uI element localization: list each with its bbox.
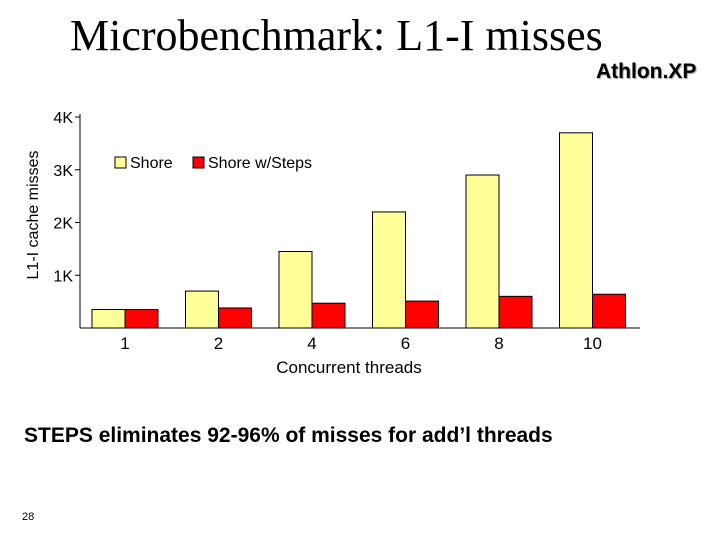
bar-shore-10 (559, 132, 593, 329)
slide-caption: STEPS eliminates 92-96% of misses for ad… (24, 424, 553, 447)
y-axis-label: L1-I cache misses (25, 151, 42, 280)
bar-shore-8 (465, 174, 500, 329)
bar-shore-steps-8 (498, 295, 533, 329)
x-tick-label: 6 (401, 334, 410, 353)
legend-label-shore: Shore (130, 155, 173, 172)
slide-number: 28 (22, 511, 35, 523)
bar-shore-steps-1 (124, 309, 159, 329)
x-tick-label: 8 (494, 334, 503, 353)
x-tick-label: 1 (120, 334, 129, 353)
bar-shore-steps-6 (405, 300, 439, 329)
chart-axes (79, 114, 640, 329)
bar-shore-2 (185, 290, 219, 329)
bar-shore-6 (372, 211, 406, 329)
chart-legend: Shore Shore w/Steps (114, 155, 312, 172)
y-tick-label: 2K (53, 216, 73, 233)
y-tick-label: 1K (53, 268, 73, 285)
chart-ticks: 1K 2K 3K 4K 1 2 4 6 8 10 (53, 110, 602, 353)
slide-subtitle: Athlon.XP (596, 60, 697, 83)
chart-bars (91, 132, 626, 329)
bar-shore-4 (278, 251, 313, 329)
x-axis-label: Concurrent threads (276, 358, 422, 377)
bar-shore-steps-2 (218, 307, 252, 329)
legend-swatch-shore (114, 156, 127, 169)
x-tick-label: 4 (307, 334, 316, 353)
y-tick-label: 4K (53, 110, 73, 127)
x-tick-label: 10 (583, 334, 602, 353)
slide-title: Microbenchmark: L1-I misses (70, 11, 603, 60)
x-tick-label: 2 (214, 334, 223, 353)
y-tick-label: 3K (53, 163, 73, 180)
legend-swatch-shore-steps (192, 156, 205, 169)
bar-shore-1 (91, 309, 126, 329)
legend-label-shore-steps: Shore w/Steps (208, 155, 312, 172)
bar-shore-steps-4 (311, 302, 346, 329)
bar-shore-steps-10 (592, 293, 626, 329)
